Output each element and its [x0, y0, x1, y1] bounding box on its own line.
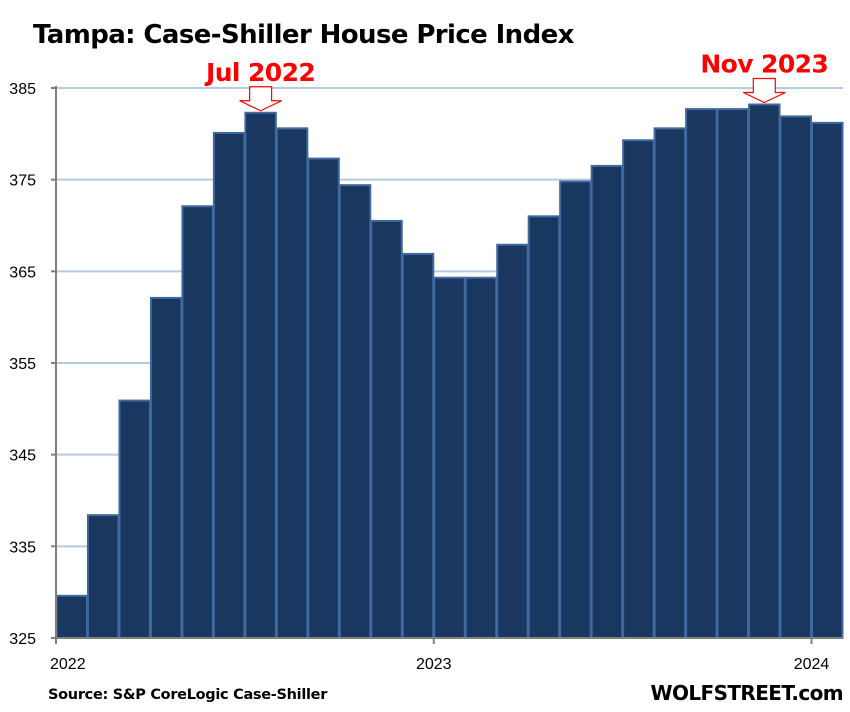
bar-dec-2022: [401, 252, 435, 640]
y-tick-label: 365: [9, 264, 36, 281]
down-arrow-icon: [239, 86, 282, 112]
chart-title: Tampa: Case-Shiller House Price Index: [33, 20, 575, 50]
y-tick-label: 335: [9, 539, 36, 556]
bar-mar-2023: [496, 243, 529, 639]
x-tick-label: 2022: [50, 656, 86, 673]
bar-jun-2023: [590, 164, 624, 640]
y-tick-label: 355: [9, 356, 36, 373]
annotation-label: Jul 2022: [204, 58, 315, 87]
bars: [55, 103, 844, 640]
bar-may-2022: [181, 205, 214, 639]
bar-apr-2022: [149, 296, 183, 639]
bar-jan-2024: [811, 121, 844, 640]
y-tick-label: 345: [9, 448, 36, 465]
down-arrow-icon: [743, 77, 786, 104]
annotation-label: Nov 2023: [700, 50, 828, 79]
source-note: Source: S&P CoreLogic Case-Shiller: [48, 687, 328, 703]
bar-feb-2022: [86, 514, 120, 640]
bar-oct-2023: [716, 108, 750, 640]
y-tick-label: 325: [9, 631, 36, 648]
bar-dec-2023: [779, 115, 813, 639]
bar-jan-2023: [433, 276, 466, 639]
annotations: Jul 2022 Nov 2023: [204, 50, 829, 112]
bar-may-2023: [559, 180, 592, 639]
brand-watermark: WOLFSTREET.com: [651, 681, 843, 705]
x-tick-label: 2023: [416, 656, 452, 673]
bar-nov-2023: [748, 103, 781, 639]
x-tick-label: 2024: [794, 656, 830, 673]
bar-jul-2023: [622, 139, 655, 639]
bar-oct-2022: [338, 184, 372, 640]
bar-jul-2022: [244, 111, 277, 639]
bar-aug-2022: [275, 127, 309, 639]
bar-feb-2023: [464, 276, 498, 639]
bar-aug-2023: [653, 127, 687, 639]
axes: 325 335 345 355 365 375 385 2022 2023 2024: [9, 81, 843, 673]
bar-sep-2022: [307, 157, 340, 639]
y-tick-label: 375: [9, 173, 36, 190]
bar-apr-2023: [527, 215, 561, 639]
y-tick-label: 385: [9, 81, 36, 98]
bar-sep-2023: [685, 108, 718, 640]
bar-nov-2022: [370, 219, 403, 640]
bar-jan-2022: [55, 594, 88, 639]
bar-jun-2022: [212, 131, 246, 640]
bar-mar-2022: [118, 399, 151, 640]
